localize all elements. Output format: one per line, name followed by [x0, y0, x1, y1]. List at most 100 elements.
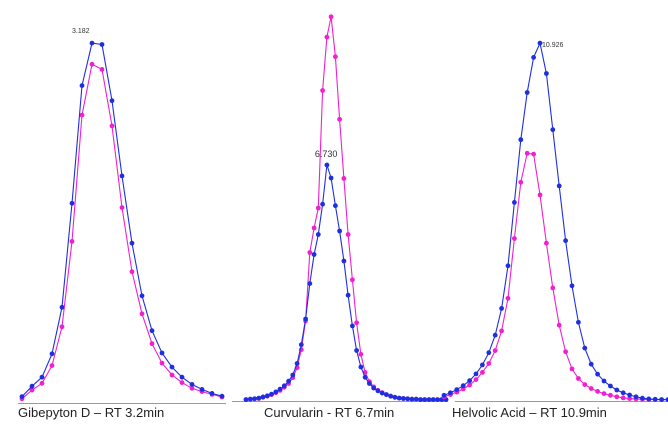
data-point-series-2 — [620, 395, 626, 401]
data-point-series-2 — [492, 348, 498, 353]
data-point-series-1 — [286, 378, 291, 384]
data-point-series-1 — [49, 351, 55, 357]
data-point-series-1 — [328, 175, 334, 181]
data-point-series-2 — [499, 328, 504, 334]
data-point-series-1 — [595, 371, 600, 377]
data-point-series-2 — [69, 239, 75, 244]
data-point-series-1 — [492, 332, 498, 338]
data-point-series-1 — [269, 391, 274, 397]
data-point-series-1 — [486, 350, 492, 356]
data-point-series-2 — [89, 61, 95, 67]
data-point-series-1 — [179, 374, 185, 380]
data-point-series-2 — [179, 380, 185, 385]
data-point-series-1 — [435, 397, 440, 402]
data-point-series-1 — [588, 361, 594, 367]
data-point-series-2 — [79, 112, 85, 118]
data-point-series-2 — [518, 179, 524, 185]
data-point-series-2 — [544, 240, 549, 246]
data-point-series-1 — [646, 396, 652, 402]
data-point-series-1 — [362, 374, 368, 380]
data-point-series-1 — [518, 137, 524, 143]
series-line-2 — [245, 16, 446, 401]
data-point-series-2 — [337, 116, 342, 122]
data-point-series-1 — [333, 203, 338, 209]
data-point-series-2 — [512, 236, 517, 241]
data-point-series-1 — [413, 396, 419, 402]
data-point-series-2 — [119, 205, 125, 211]
data-point-series-1 — [199, 387, 205, 392]
series-line-2 — [443, 152, 668, 401]
peak-label: 10.926 — [542, 42, 564, 49]
data-point-series-1 — [337, 228, 342, 234]
data-point-series-1 — [281, 383, 287, 389]
data-point-series-1 — [460, 383, 466, 389]
data-point-series-1 — [29, 383, 35, 389]
data-point-series-1 — [392, 394, 398, 400]
data-point-series-1 — [79, 83, 85, 88]
data-point-series-2 — [320, 88, 325, 93]
data-point-series-2 — [350, 277, 355, 283]
data-point-series-2 — [307, 250, 313, 255]
data-point-series-1 — [512, 200, 517, 205]
data-point-series-1 — [345, 292, 351, 298]
data-point-series-2 — [614, 394, 620, 400]
data-point-series-1 — [59, 304, 65, 310]
data-point-series-1 — [537, 40, 543, 46]
data-point-series-1 — [544, 71, 549, 76]
data-point-series-2 — [563, 349, 568, 355]
panel-gibepyton-d: 3.182 — [18, 28, 226, 404]
data-point-series-2 — [39, 380, 45, 386]
data-point-series-2 — [524, 150, 530, 156]
peak-label: 3.182 — [72, 28, 90, 35]
data-point-series-1 — [139, 293, 145, 299]
data-point-series-2 — [550, 285, 556, 291]
data-point-series-1 — [159, 350, 165, 356]
data-point-series-1 — [473, 371, 479, 377]
data-point-series-2 — [531, 151, 536, 157]
data-point-series-2 — [595, 389, 600, 394]
data-point-series-1 — [298, 342, 304, 348]
data-point-series-2 — [328, 14, 334, 20]
data-point-series-1 — [375, 388, 381, 394]
data-point-series-2 — [608, 392, 613, 398]
data-point-series-2 — [169, 372, 175, 378]
data-point-series-1 — [252, 396, 257, 402]
data-point-series-1 — [467, 378, 472, 384]
data-point-series-1 — [358, 364, 364, 370]
data-point-series-2 — [354, 320, 359, 326]
data-point-series-1 — [659, 397, 664, 402]
data-point-series-2 — [601, 391, 607, 396]
data-point-series-1 — [367, 381, 372, 386]
series-line-2 — [21, 63, 223, 400]
data-point-series-2 — [358, 351, 364, 357]
data-point-series-2 — [473, 377, 479, 382]
data-point-series-1 — [379, 390, 385, 396]
data-point-series-1 — [620, 390, 626, 396]
data-point-series-1 — [290, 372, 296, 378]
data-point-series-1 — [426, 397, 432, 402]
data-point-series-2 — [627, 396, 632, 401]
data-point-series-2 — [341, 176, 347, 181]
series-line-1 — [443, 41, 668, 401]
data-point-series-1 — [563, 238, 568, 244]
data-point-series-1 — [614, 387, 620, 393]
data-point-series-2 — [189, 385, 195, 391]
data-point-series-1 — [505, 263, 511, 269]
data-point-series-1 — [307, 281, 313, 286]
data-point-series-1 — [633, 394, 639, 400]
data-point-series-2 — [159, 360, 165, 366]
data-point-series-2 — [333, 54, 338, 60]
data-point-series-1 — [388, 393, 394, 399]
data-point-series-2 — [99, 67, 105, 72]
data-point-series-2 — [569, 366, 575, 372]
data-point-series-1 — [243, 397, 249, 402]
data-point-series-1 — [294, 361, 300, 366]
panel-curvularin: 6.730 — [232, 14, 449, 402]
data-point-series-2 — [109, 123, 115, 129]
data-point-series-1 — [454, 387, 460, 392]
data-point-series-1 — [39, 374, 45, 380]
data-point-series-2 — [467, 382, 472, 388]
data-point-series-1 — [277, 386, 283, 392]
data-point-series-1 — [499, 306, 504, 311]
